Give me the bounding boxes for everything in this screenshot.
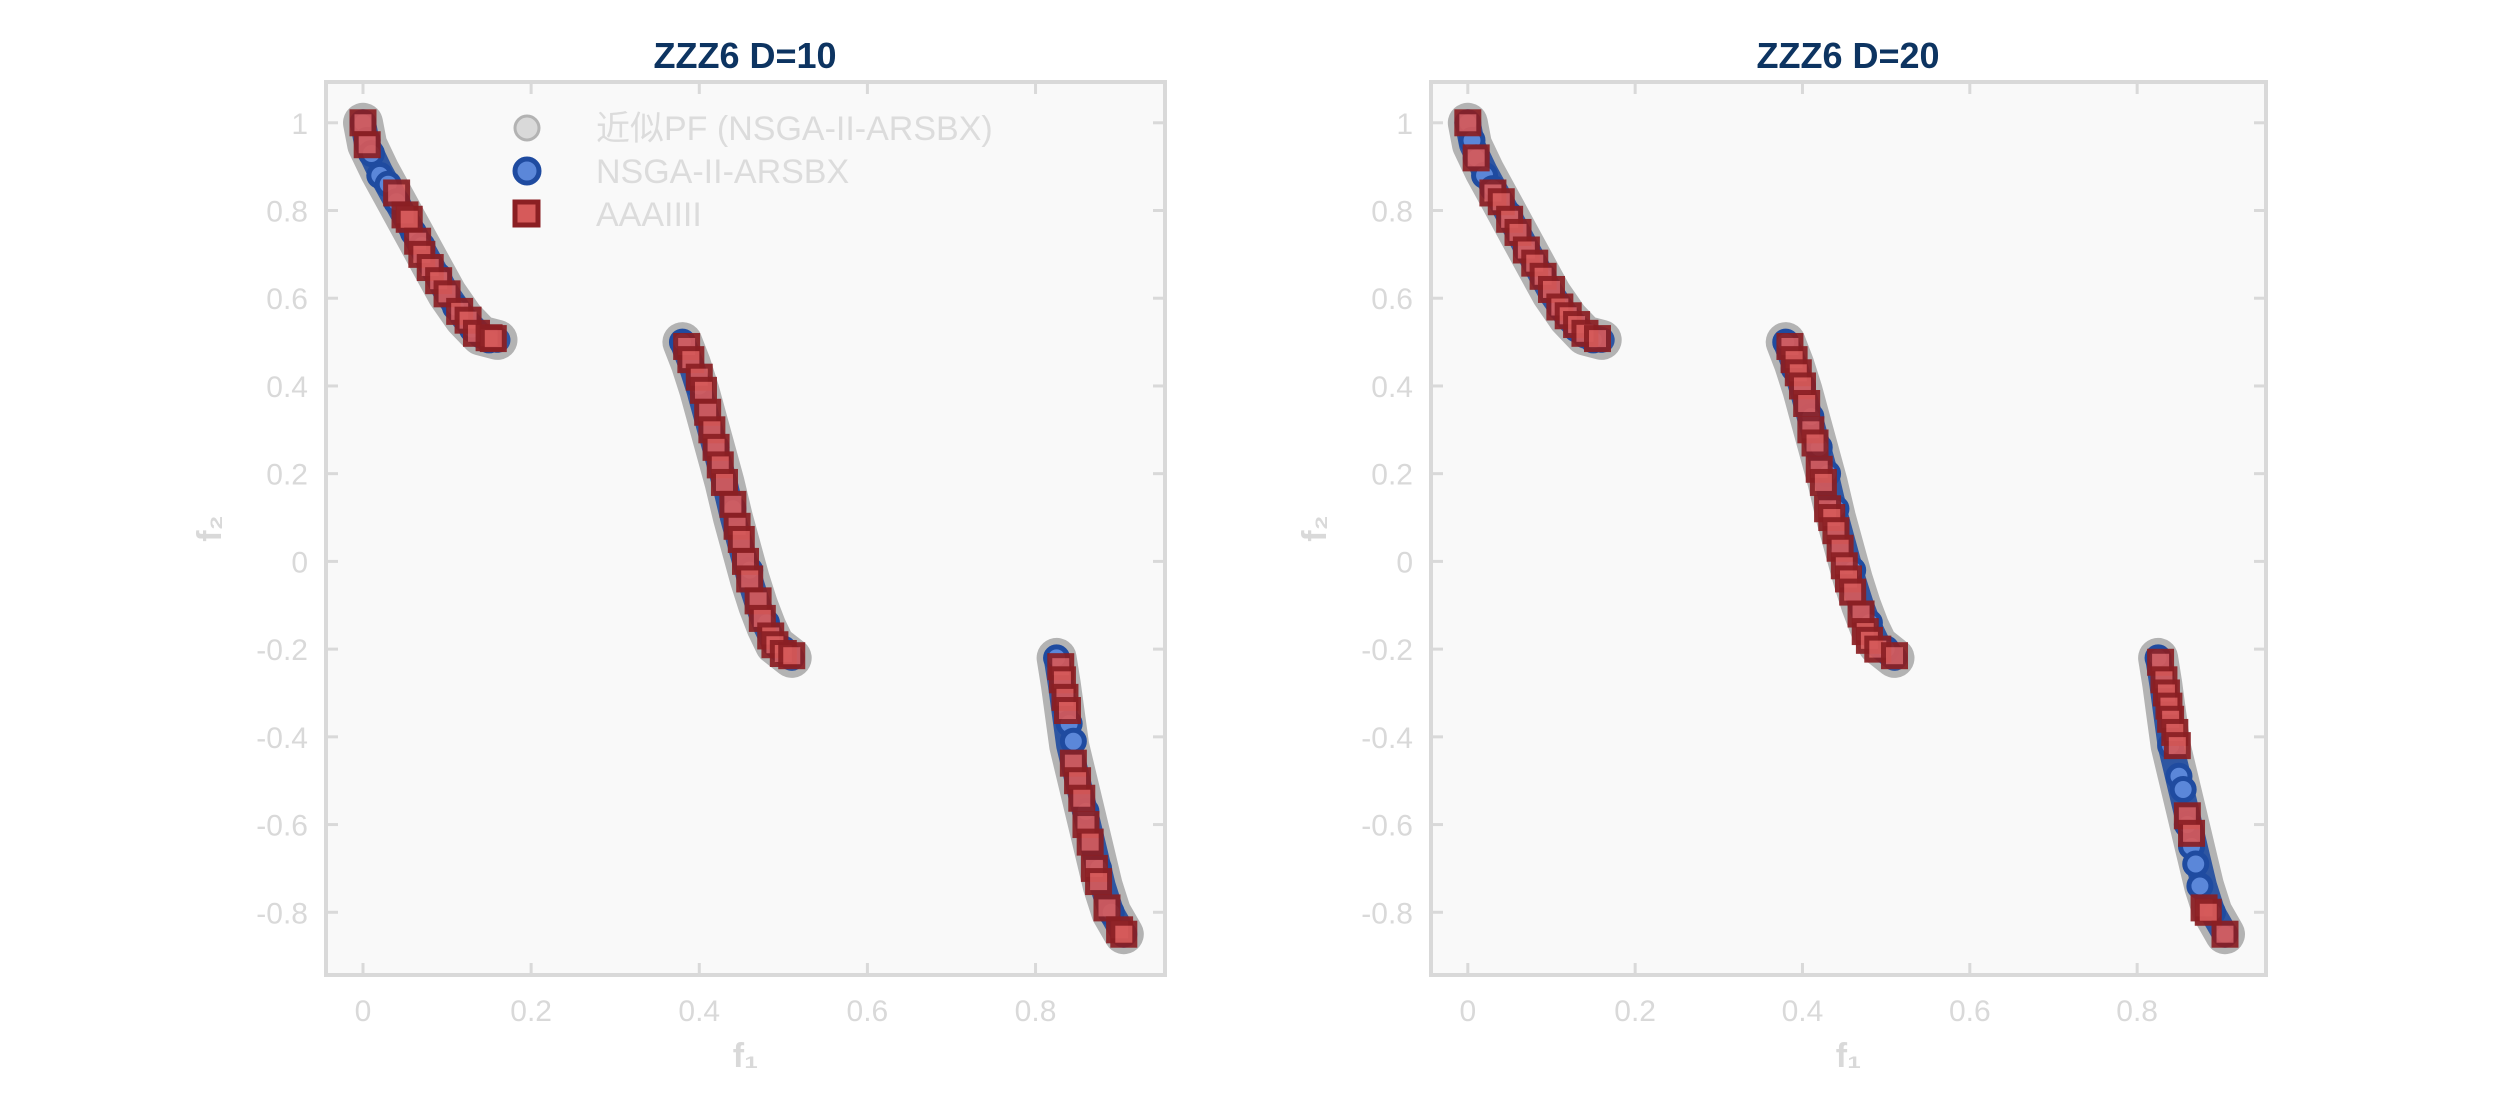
chart-title: ZZZ6 D=20 (1756, 35, 1939, 76)
chart-panel-d20: ZZZ6 D=20 0 0.2 0.4 0.6 0.8 1 0.8 0.6 0.4 0.2 0 -0.… (1296, 35, 2268, 1075)
chart-panel-d10: ZZZ6 D=10 0 0.2 0.4 0.6 0.8 1 0.8 0.6 0.4 0.2 0 -0.… (191, 35, 1167, 1075)
chart-title: ZZZ6 D=10 (653, 35, 836, 76)
x-tick-label: 0 (1459, 995, 1476, 1028)
x-tick-label: 0 (355, 995, 372, 1028)
series-aaaiiii (1454, 109, 2239, 948)
x-tick-label: 0.6 (1949, 995, 1991, 1028)
x-tick-label: 0.4 (678, 995, 720, 1028)
x-tick-label: 0.8 (2116, 995, 2158, 1028)
x-axis-label: f₁ (1836, 1037, 1861, 1075)
y-tick-label: 0.4 (266, 371, 308, 404)
y-tick-label: 0.8 (266, 196, 308, 229)
y-tick-label: 1 (291, 108, 308, 141)
x-tick-label: 0.8 (1015, 995, 1057, 1028)
legend: 近似PF (NSGA-II-ARSBX) NSGA-II-ARSBX AAAII… (512, 110, 993, 234)
y-tick-label: -0.6 (1361, 810, 1413, 843)
y-tick-label: 0 (1396, 546, 1413, 579)
y-tick-label: -0.8 (256, 897, 308, 930)
y-tick-label: 0.2 (1371, 459, 1413, 492)
y-axis-label: f₂ (1296, 515, 1334, 541)
legend-item-nsga: NSGA-II-ARSBX (512, 153, 849, 191)
x-axis-label: f₁ (733, 1037, 758, 1075)
axis-ticks: 0 0.2 0.4 0.6 0.8 1 0.8 0.6 0.4 0.2 0 -0.2 -0.4 -0.6 -… (256, 82, 1165, 1028)
y-axis-label: f₂ (191, 515, 229, 541)
x-tick-label: 0.4 (1782, 995, 1824, 1028)
y-tick-label: -0.4 (256, 722, 308, 755)
legend-item-pf: 近似PF (NSGA-II-ARSBX) (513, 110, 993, 148)
y-tick-label: -0.6 (256, 810, 308, 843)
y-tick-label: 0 (291, 546, 308, 579)
red-square-marker-icon (512, 199, 541, 228)
y-tick-label: 0.2 (266, 459, 308, 492)
y-tick-label: 0.6 (1371, 283, 1413, 316)
x-tick-label: 0.6 (847, 995, 889, 1028)
y-tick-label: -0.4 (1361, 722, 1413, 755)
y-tick-label: -0.8 (1361, 897, 1413, 930)
series-aaaiiii (349, 109, 1138, 948)
axis-ticks: 0 0.2 0.4 0.6 0.8 1 0.8 0.6 0.4 0.2 0 -0.2 -0.4 -0.6 -… (1361, 82, 2266, 1028)
y-tick-label: 1 (1396, 108, 1413, 141)
gray-circle-marker-icon (513, 114, 541, 142)
y-tick-label: -0.2 (256, 634, 308, 667)
legend-label: AAAIIII (596, 196, 702, 234)
blue-circle-marker-icon (512, 156, 542, 186)
legend-label: NSGA-II-ARSBX (596, 153, 849, 191)
y-tick-label: 0.8 (1371, 196, 1413, 229)
y-tick-label: 0.4 (1371, 371, 1413, 404)
x-tick-label: 0.2 (510, 995, 552, 1028)
legend-item-aaa: AAAIIII (512, 196, 702, 234)
legend-label: 近似PF (NSGA-II-ARSBX) (596, 110, 993, 148)
y-tick-label: -0.2 (1361, 634, 1413, 667)
y-tick-label: 0.6 (266, 283, 308, 316)
x-tick-label: 0.2 (1614, 995, 1656, 1028)
